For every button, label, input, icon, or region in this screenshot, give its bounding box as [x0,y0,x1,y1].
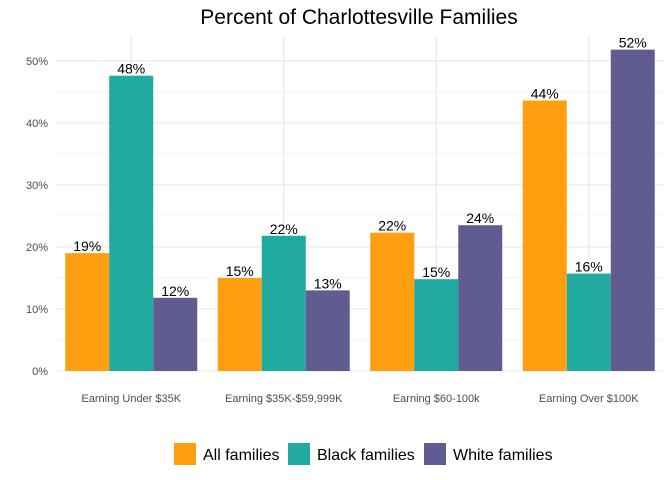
bar [566,273,611,371]
bar [610,49,655,372]
legend-label: White families [453,447,553,464]
legend: All families Black families White families [174,443,553,465]
data-label: 22% [270,221,298,237]
y-tick-label: 0% [32,366,48,378]
x-axis: Earning Under $35K Earning $35K-$59,999K E… [81,393,639,405]
legend-item: White families [424,443,553,465]
bar [65,253,110,371]
legend-swatch [424,443,446,465]
data-label: 22% [378,218,406,234]
data-label: 15% [422,264,450,280]
data-label: 15% [226,263,254,279]
bar [458,225,503,371]
data-label: 24% [466,210,494,226]
bar [305,290,350,371]
bar [414,279,459,371]
legend-item: All families [174,443,279,465]
y-tick-label: 20% [26,242,48,254]
bar [217,277,262,371]
bars [65,49,655,372]
data-label: 16% [575,259,603,275]
legend-item: Black families [288,443,415,465]
x-tick-label: Earning $35K-$59,999K [225,393,343,405]
legend-label: All families [203,447,279,464]
data-label: 44% [531,86,559,102]
y-tick-label: 50% [26,56,48,68]
chart-title: Percent of Charlottesville Families [200,6,517,29]
y-tick-label: 10% [26,304,48,316]
data-label: 19% [73,238,101,254]
bar [109,75,154,371]
x-tick-label: Earning Over $100K [539,393,639,405]
x-tick-label: Earning Under $35K [81,393,181,405]
legend-swatch [174,443,196,465]
bar [522,100,567,371]
x-tick-label: Earning $60-100k [393,393,480,405]
y-axis: 0% 10% 20% 30% 40% 50% [26,56,48,378]
data-label: 52% [619,35,647,51]
bar [153,297,198,371]
y-tick-label: 40% [26,118,48,130]
data-label: 13% [314,275,342,291]
legend-label: Black families [317,447,415,464]
data-labels: 19% 48% 12% 15% 22% 13% 22% 15% 24% 44% 16% 52% [73,35,647,299]
data-label: 12% [161,283,189,299]
bar [261,235,306,371]
bar [370,232,415,371]
y-tick-label: 30% [26,180,48,192]
legend-swatch [288,443,310,465]
data-label: 48% [117,61,145,77]
